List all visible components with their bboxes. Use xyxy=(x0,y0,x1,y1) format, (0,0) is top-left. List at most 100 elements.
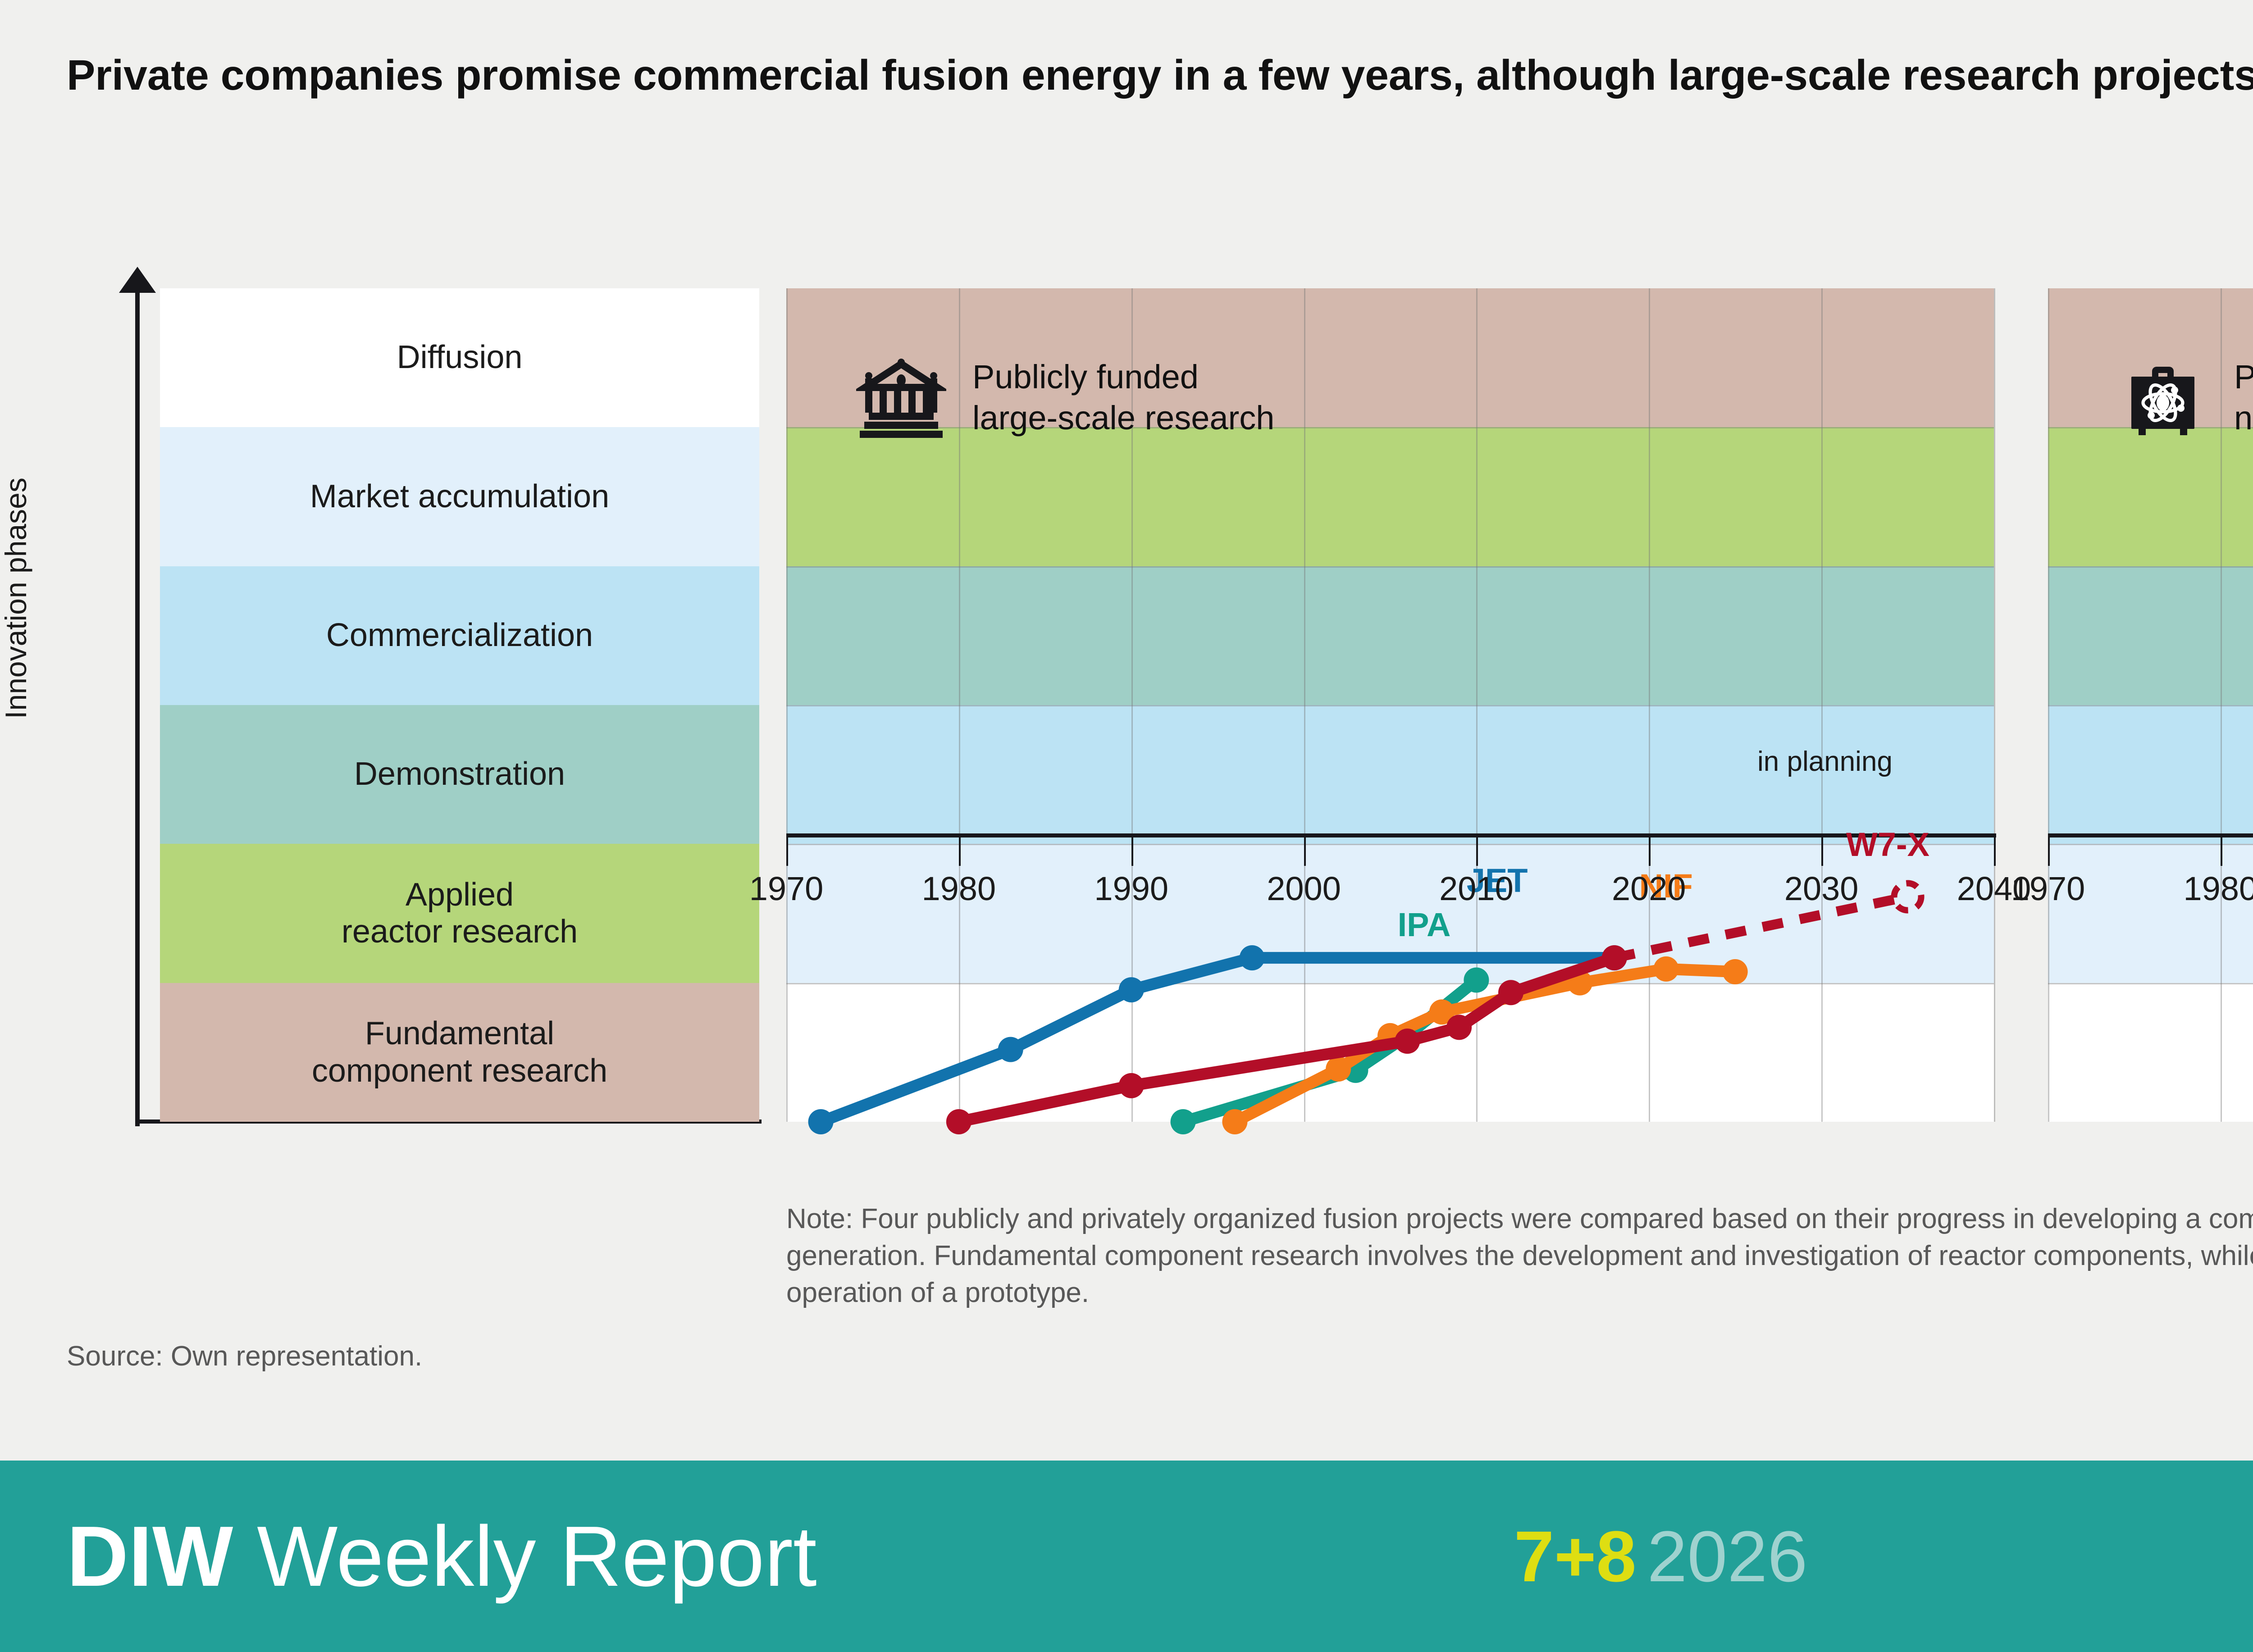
issue-number-block: 7+8 2026 xyxy=(1514,1515,1807,1598)
data-point-JET-3 xyxy=(1239,945,1265,971)
data-point-W7-X-3 xyxy=(1446,1015,1472,1040)
phase-band-text: Applied reactor research xyxy=(342,876,578,951)
x-tick-label: 1990 xyxy=(1094,870,1169,907)
x-tick xyxy=(1649,833,1651,866)
chart-phase-bands xyxy=(786,288,1994,1122)
data-point-W7-X-4 xyxy=(1498,980,1523,1006)
data-point-JET-2 xyxy=(1118,977,1144,1003)
panel-header-public-label: Publicly funded large-scale research xyxy=(972,358,1275,437)
panel-header-public: Publicly funded large-scale research xyxy=(853,351,1275,444)
x-tick xyxy=(1476,833,1478,866)
y-axis-label: Innovation phases xyxy=(0,478,32,719)
series-label-JET: JET xyxy=(1466,861,1528,899)
vgridline xyxy=(958,288,960,1122)
data-point-W7-X-5 xyxy=(1601,945,1627,971)
briefcase-atom-icon xyxy=(2118,351,2208,444)
phase-band-text: Market accumulation xyxy=(310,478,609,515)
vgridline xyxy=(1649,288,1651,1122)
phase-band-label: Market accumulation xyxy=(310,478,610,514)
x-axis-private xyxy=(2048,833,2253,837)
x-tick-label: 2020 xyxy=(1611,870,1686,907)
vgridline xyxy=(1304,288,1305,1122)
vgridline xyxy=(1476,288,1478,1122)
x-tick-label: 1970 xyxy=(2011,870,2085,907)
page-title: Private companies promise commercial fus… xyxy=(67,51,2253,99)
phase-band-label: Diffusion xyxy=(397,339,523,376)
chart-note: Note: Four publicly and privately organi… xyxy=(786,1203,2253,1308)
chart-band-2 xyxy=(786,705,1994,844)
chart-privately-funded xyxy=(2048,288,2253,1122)
series-line-W7-X xyxy=(953,952,1620,1128)
x-tick-label: 1980 xyxy=(921,870,996,907)
phase-band-label: component research xyxy=(311,1052,608,1089)
chart-band-4 xyxy=(2048,427,2253,566)
x-tick-label: 2030 xyxy=(1784,870,1859,907)
bank-icon xyxy=(853,351,949,444)
data-point-JET-0 xyxy=(808,1109,834,1134)
data-point-NIF-3 xyxy=(1429,999,1455,1025)
innovation-phase-legend: Diffusion Market accumulation Commercializ… xyxy=(160,288,759,1122)
phase-band-0: Diffusion xyxy=(160,288,759,428)
x-tick-label: 1980 xyxy=(2183,870,2253,907)
banner-title-light: Weekly Report xyxy=(257,1508,817,1604)
x-tick xyxy=(1821,833,1824,866)
chart-band-3 xyxy=(786,566,1994,705)
data-point-W7-X-2 xyxy=(1395,1029,1420,1054)
issue-number: 7+8 xyxy=(1514,1515,1637,1597)
x-tick xyxy=(2048,833,2050,866)
x-tick xyxy=(1131,833,1133,866)
vgridline xyxy=(1821,288,1823,1122)
panel-header-private-label: Privately funded new ventures xyxy=(2234,358,2253,437)
phase-band-1: Market accumulation xyxy=(160,427,759,566)
banner-title: DIW Weekly Report xyxy=(67,1507,817,1606)
series-line-JET xyxy=(815,952,1620,1128)
phase-band-5: Fundamental component research xyxy=(160,983,759,1122)
vgridline xyxy=(786,288,788,1122)
chart-band-5 xyxy=(786,288,1994,428)
panel-header-private: Privately funded new ventures xyxy=(2118,351,2253,444)
chart-band-2 xyxy=(2048,705,2253,844)
data-point-NIF-0 xyxy=(1222,1109,1248,1134)
phase-band-label: Fundamental xyxy=(365,1015,555,1051)
x-tick-label: 1970 xyxy=(749,870,824,907)
data-point-NIF-6 xyxy=(1722,959,1748,984)
x-tick xyxy=(786,833,788,866)
phase-band-label: Applied xyxy=(405,876,514,913)
issue-year: 2026 xyxy=(1647,1515,1808,1597)
x-tick xyxy=(958,833,961,866)
x-tick-label: 2010 xyxy=(1439,870,1514,907)
hgridline xyxy=(2048,566,2253,568)
x-tick xyxy=(1304,833,1306,866)
source-label: Source: Own representation. xyxy=(67,1341,423,1372)
phase-band-label: Demonstration xyxy=(354,756,566,792)
phase-band-3: Demonstration xyxy=(160,705,759,844)
phase-band-text: Diffusion xyxy=(397,339,523,376)
vgridline xyxy=(2048,288,2049,1122)
phase-band-2: Commercialization xyxy=(160,566,759,705)
chart-band-3 xyxy=(2048,566,2253,705)
banner-title-bold: DIW xyxy=(67,1508,233,1604)
series-label-NIF: NIF xyxy=(1639,867,1693,905)
hgridline xyxy=(786,427,1994,429)
planned-point-W7-X-1 xyxy=(1891,880,1925,914)
phase-band-text: Fundamental component research xyxy=(312,1015,607,1090)
phase-band-4: Applied reactor research xyxy=(160,844,759,983)
phase-band-label: Commercialization xyxy=(326,617,593,654)
data-point-NIF-1 xyxy=(1326,1056,1351,1082)
vgridline xyxy=(2220,288,2222,1122)
x-tick xyxy=(2220,833,2222,866)
hgridline xyxy=(786,983,1994,984)
hgridline xyxy=(786,844,1994,846)
series-label-IPA: IPA xyxy=(1397,906,1451,944)
x-tick-label: 2040 xyxy=(1957,870,2031,907)
chart-band-1 xyxy=(2048,844,2253,983)
phase-band-label: reactor research xyxy=(341,914,578,950)
x-tick xyxy=(1994,833,1996,866)
data-point-IPA-0 xyxy=(1170,1109,1196,1134)
chart-publicly-funded xyxy=(786,288,1995,1134)
data-point-IPA-3 xyxy=(1464,967,1489,993)
hgridline xyxy=(2048,844,2253,846)
series-label-W7-X: W7-X xyxy=(1846,825,1929,863)
chart-phase-bands xyxy=(2048,288,2253,1122)
